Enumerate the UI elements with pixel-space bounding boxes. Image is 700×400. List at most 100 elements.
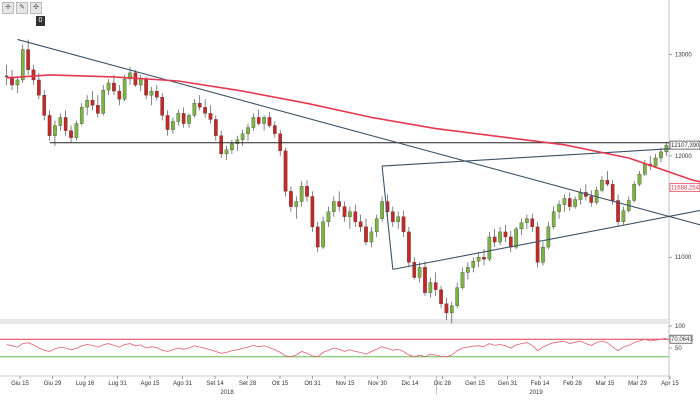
candle-body: [69, 130, 73, 138]
candle-body: [283, 150, 288, 192]
panel-splitter: [0, 320, 669, 324]
y-axis: 13000 12000 11000 100 50: [669, 53, 692, 352]
candle-body: [74, 123, 79, 138]
draw-pencil-icon[interactable]: ✎: [16, 2, 28, 14]
candle-body: [256, 117, 261, 124]
badge-counter[interactable]: 0: [36, 16, 45, 26]
x-tick-label: Feb 14: [531, 381, 550, 387]
candle-body: [160, 97, 165, 116]
candle-body: [273, 125, 277, 134]
candle-body: [214, 119, 218, 136]
x-tick-label: Apr 15: [661, 381, 679, 387]
y-tick-label: 13000: [675, 53, 692, 59]
candle-body: [342, 206, 347, 217]
candle-body: [428, 282, 433, 293]
x-tick-label: Set 14: [206, 381, 224, 387]
candle-body: [171, 121, 175, 130]
x-tick-label: Nov 15: [335, 381, 355, 387]
x-tick-label: Lug 31: [108, 381, 127, 387]
osc-y-tick-label: 100: [675, 324, 686, 330]
candle-body: [128, 72, 132, 80]
osc-price-tag-box: [669, 334, 693, 344]
candle-body: [643, 163, 647, 175]
x-tick-label: Dic 28: [434, 381, 452, 387]
candle-body: [197, 103, 202, 108]
candle-body: [192, 103, 197, 116]
candle-body: [653, 157, 658, 167]
candle-body: [610, 184, 615, 201]
candle-body: [262, 117, 266, 124]
candle-body: [514, 228, 518, 248]
candle-body: [37, 79, 41, 96]
candle-body: [203, 107, 207, 114]
candle-body: [112, 82, 116, 92]
candle-body: [557, 204, 561, 212]
candle-body: [122, 78, 127, 100]
candle-body: [305, 186, 309, 197]
candle-body: [535, 226, 540, 263]
candle-body: [337, 201, 341, 207]
candle-body: [20, 49, 25, 81]
candle-body: [637, 174, 642, 185]
x-tick-label: Gen 15: [465, 381, 485, 387]
candle-body: [498, 231, 502, 243]
candle-body: [289, 191, 293, 207]
candle-body: [396, 216, 400, 222]
x-tick-label: Giu 15: [11, 381, 29, 387]
pan-icon[interactable]: ✣: [30, 2, 42, 14]
candle-body: [310, 196, 315, 227]
candle-body: [90, 100, 95, 106]
x-tick-label: Nov 30: [368, 381, 388, 387]
candle-body: [476, 257, 481, 262]
candle-body: [439, 289, 443, 304]
candle-body: [155, 90, 159, 98]
candle-body: [508, 236, 513, 248]
candle-body: [42, 95, 47, 116]
candle-body: [246, 127, 250, 134]
candle-body: [219, 135, 224, 155]
candle-body: [165, 115, 170, 130]
candle-body: [353, 211, 358, 222]
candle-body: [26, 49, 30, 70]
candle-body: [106, 82, 111, 91]
osc-price-tag-label: 70,0643: [671, 337, 693, 343]
candle-body: [460, 272, 465, 288]
osc-y-tick-label: 50: [675, 346, 682, 352]
year-label: 2018: [220, 390, 234, 396]
candle-body: [326, 211, 331, 222]
trendline-2: [392, 209, 700, 270]
price-tag-box: [669, 183, 700, 192]
candle-body: [251, 117, 256, 128]
candle-body: [616, 200, 620, 222]
candle-body: [541, 246, 545, 263]
x-tick-label: Giu 29: [44, 381, 62, 387]
candle-body: [380, 201, 384, 219]
candle-body: [230, 143, 234, 151]
candle-body: [492, 236, 497, 243]
candle-body: [444, 303, 449, 314]
candle-body: [621, 210, 626, 222]
oscillator-panel: 70,0643: [0, 334, 693, 358]
candle-body: [321, 221, 325, 248]
candle-body: [332, 201, 336, 212]
candle-body: [433, 282, 438, 290]
candle-body: [503, 231, 508, 238]
grid-lines: [0, 0, 670, 380]
x-tick-label: Ott 31: [304, 381, 321, 387]
x-tick-label: Lug 16: [76, 381, 95, 387]
candle-body: [401, 216, 406, 233]
overlay-lines: [6, 38, 700, 270]
candle-body: [53, 125, 57, 136]
candle-body: [240, 133, 245, 140]
candle-body: [423, 267, 427, 293]
oscillator-line: [6, 337, 667, 358]
candle-body: [101, 89, 106, 114]
candle-body: [235, 139, 240, 144]
candle-body: [299, 186, 304, 202]
moving-average-line: [6, 74, 700, 183]
candle-body: [15, 79, 20, 86]
candle-body: [31, 69, 36, 81]
candle-body: [278, 133, 283, 152]
crosshair-icon[interactable]: ✛: [2, 2, 14, 14]
